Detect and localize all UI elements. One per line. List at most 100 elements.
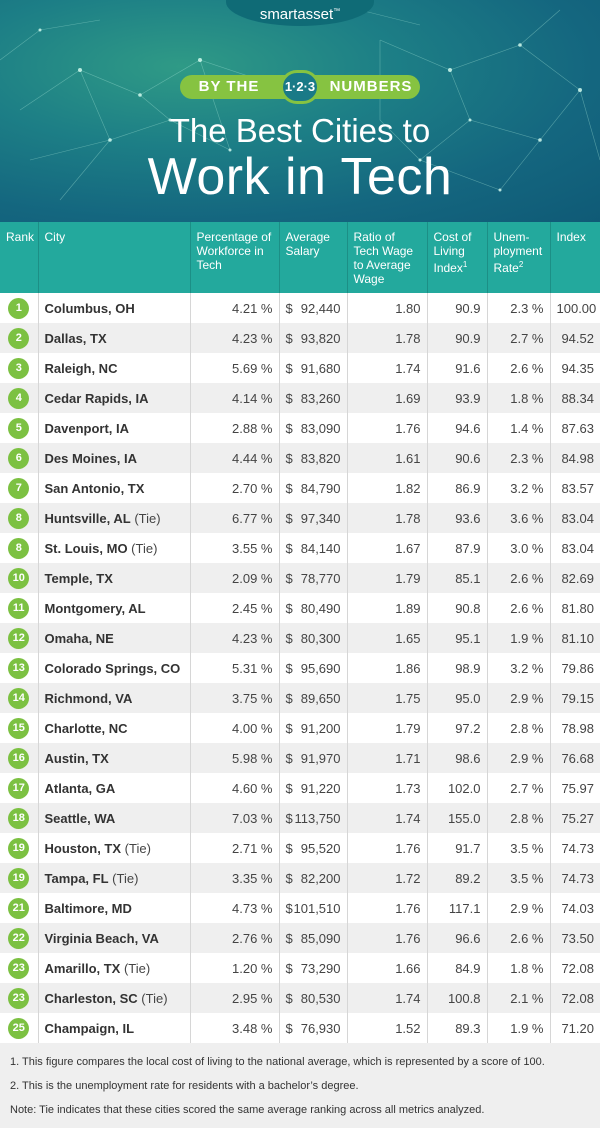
- currency-symbol: $: [285, 540, 293, 556]
- col-cell: 90.8: [427, 593, 488, 623]
- city-cell: Montgomery, AL: [38, 593, 191, 623]
- city-name: Des Moines, IA: [44, 450, 137, 466]
- index-cell: 78.98: [550, 713, 600, 743]
- ratio-cell: 1.65: [347, 623, 428, 653]
- rankings-table: Rank City Percentage of Workforce in Tec…: [0, 222, 600, 1043]
- city-cell: Raleigh, NC: [38, 353, 191, 383]
- salary-value: 101,510: [293, 900, 341, 916]
- table-row: 16 Austin, TX 5.98 % $91,970 1.71 98.6 2.9 % 76…: [0, 743, 600, 773]
- table-row: 1 Columbus, OH 4.21 % $92,440 1.80 90.9 2.3 % 1…: [0, 293, 600, 323]
- pct-cell: 4.44 %: [190, 443, 280, 473]
- rank-badge: 8: [8, 507, 30, 529]
- unemp-cell: 1.8 %: [487, 953, 551, 983]
- pct-cell: 3.35 %: [190, 863, 280, 893]
- salary-cell: $84,790: [279, 473, 348, 503]
- rank-cell: 14: [0, 683, 39, 713]
- pct-cell: 5.98 %: [190, 743, 280, 773]
- col-cell: 93.9: [427, 383, 488, 413]
- col-cell: 90.9: [427, 293, 488, 323]
- rank-badge: 22: [8, 927, 30, 949]
- city-cell: San Antonio, TX: [38, 473, 191, 503]
- currency-symbol: $: [285, 330, 293, 346]
- rank-cell: 23: [0, 983, 39, 1013]
- ratio-cell: 1.61: [347, 443, 428, 473]
- salary-wrap: $91,970: [286, 751, 341, 766]
- ratio-cell: 1.52: [347, 1013, 428, 1043]
- table-row: 3 Raleigh, NC 5.69 % $91,680 1.74 91.6 2.6 % 94…: [0, 353, 600, 383]
- city-cell: St. Louis, MO (Tie): [38, 533, 191, 563]
- page-title-line1: The Best Cities to: [169, 112, 431, 149]
- rank-cell: 22: [0, 923, 39, 953]
- rank-badge: 10: [8, 567, 30, 589]
- city-cell: Davenport, IA: [38, 413, 191, 443]
- salary-value: 85,090: [300, 930, 341, 946]
- city-cell: Charlotte, NC: [38, 713, 191, 743]
- rank-badge: 23: [8, 957, 30, 979]
- network-graphic: [0, 8, 600, 201]
- salary-wrap: $83,260: [286, 391, 341, 406]
- unemp-cell: 2.9 %: [487, 893, 551, 923]
- city-cell: Cedar Rapids, IA: [38, 383, 191, 413]
- rank-cell: 25: [0, 1013, 39, 1043]
- index-cell: 73.50: [550, 923, 600, 953]
- rank-cell: 8: [0, 533, 39, 563]
- col-cell: 155.0: [427, 803, 488, 833]
- salary-cell: $91,220: [279, 773, 348, 803]
- city-cell: Virginia Beach, VA: [38, 923, 191, 953]
- salary-value: 80,490: [300, 600, 341, 616]
- currency-symbol: $: [285, 600, 293, 616]
- unemp-cell: 2.6 %: [487, 923, 551, 953]
- rank-cell: 6: [0, 443, 39, 473]
- rank-cell: 3: [0, 353, 39, 383]
- index-cell: 79.15: [550, 683, 600, 713]
- salary-wrap: $93,820: [286, 331, 341, 346]
- unemp-cell: 2.8 %: [487, 713, 551, 743]
- rank-badge: 12: [8, 627, 30, 649]
- currency-symbol: $: [285, 990, 293, 1006]
- unemp-cell: 2.6 %: [487, 593, 551, 623]
- pct-cell: 4.23 %: [190, 623, 280, 653]
- header-col-footnote: 1: [462, 260, 468, 269]
- index-cell: 87.63: [550, 413, 600, 443]
- table-row: 14 Richmond, VA 3.75 % $89,650 1.75 95.0 2.9 %…: [0, 683, 600, 713]
- pct-cell: 1.20 %: [190, 953, 280, 983]
- pct-cell: 3.55 %: [190, 533, 280, 563]
- pct-cell: 4.23 %: [190, 323, 280, 353]
- col-cell: 97.2: [427, 713, 488, 743]
- city-name: Virginia Beach, VA: [44, 930, 159, 946]
- salary-cell: $101,510: [279, 893, 348, 923]
- currency-symbol: $: [285, 420, 293, 436]
- city-name: Montgomery, AL: [44, 600, 146, 616]
- col-cell: 98.6: [427, 743, 488, 773]
- col-cell: 89.2: [427, 863, 488, 893]
- header-cost-of-living: Cost of Living Index1: [427, 222, 488, 293]
- table-row: 5 Davenport, IA 2.88 % $83,090 1.76 94.6 1.4 %…: [0, 413, 600, 443]
- rank-badge: 13: [8, 657, 30, 679]
- salary-value: 91,970: [300, 750, 341, 766]
- header-rank: Rank: [0, 222, 39, 293]
- unemp-cell: 3.5 %: [487, 863, 551, 893]
- col-cell: 96.6: [427, 923, 488, 953]
- ratio-cell: 1.78: [347, 503, 428, 533]
- salary-cell: $84,140: [279, 533, 348, 563]
- col-cell: 85.1: [427, 563, 488, 593]
- col-cell: 90.6: [427, 443, 488, 473]
- numbers-badge: 1·2·3: [280, 70, 320, 104]
- salary-cell: $83,090: [279, 413, 348, 443]
- city-cell: Omaha, NE: [38, 623, 191, 653]
- salary-cell: $95,690: [279, 653, 348, 683]
- tie-label: (Tie): [137, 990, 168, 1006]
- currency-symbol: $: [285, 570, 293, 586]
- currency-symbol: $: [285, 1020, 293, 1036]
- ratio-cell: 1.72: [347, 863, 428, 893]
- ratio-cell: 1.74: [347, 983, 428, 1013]
- index-cell: 75.27: [550, 803, 600, 833]
- pct-cell: 5.69 %: [190, 353, 280, 383]
- unemp-cell: 2.1 %: [487, 983, 551, 1013]
- table-row: 22 Virginia Beach, VA 2.76 % $85,090 1.76 96.…: [0, 923, 600, 953]
- ratio-cell: 1.75: [347, 683, 428, 713]
- salary-cell: $97,340: [279, 503, 348, 533]
- city-name: Temple, TX: [44, 570, 113, 586]
- ratio-cell: 1.79: [347, 713, 428, 743]
- col-cell: 93.6: [427, 503, 488, 533]
